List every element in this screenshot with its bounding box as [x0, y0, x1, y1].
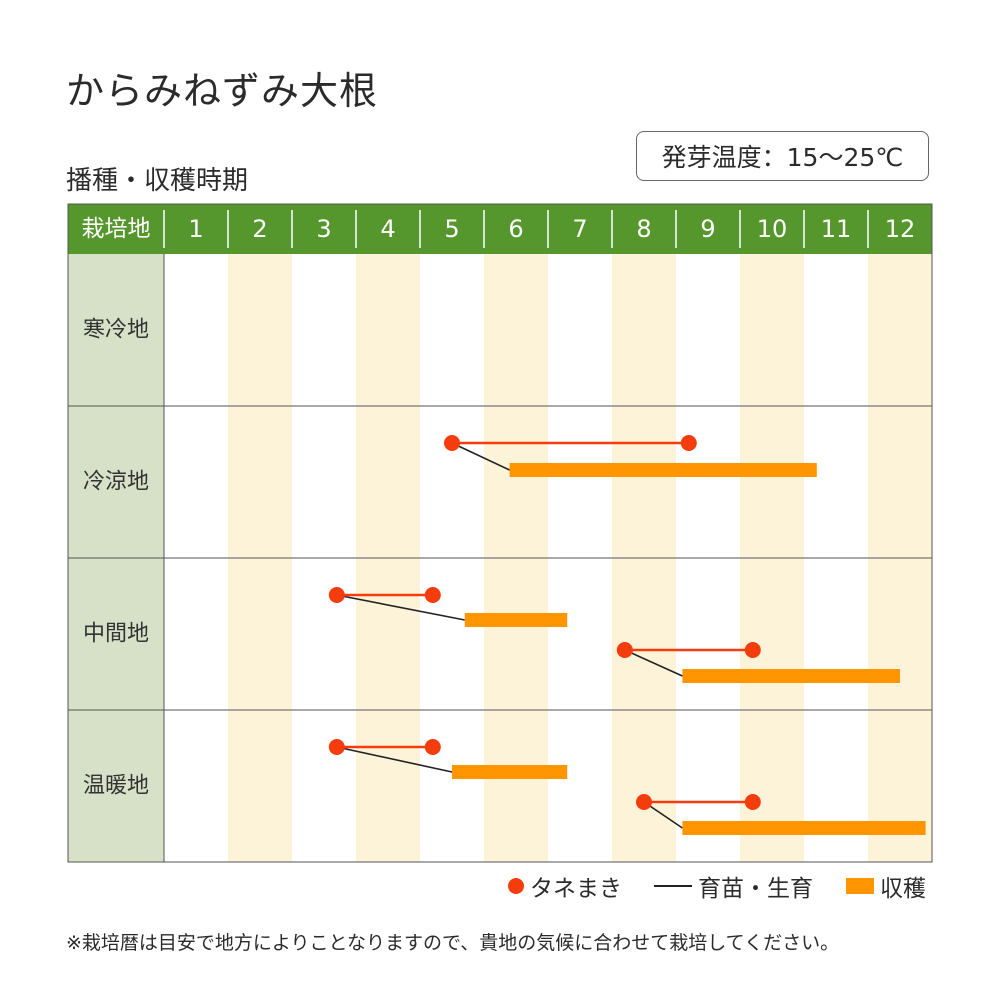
month-label: 2 [252, 215, 267, 243]
row-label: 寒冷地 [83, 318, 149, 343]
month-label: 10 [757, 215, 788, 243]
seedling-line [336, 594, 465, 621]
sowing-dot [680, 435, 697, 451]
sowing-dot [616, 642, 633, 658]
month-label: 6 [508, 215, 523, 243]
legend-harvest: 収穫 [846, 868, 926, 904]
page-title: からみねずみ大根 [66, 69, 379, 113]
red-dot-icon [508, 878, 524, 894]
seedling-line [624, 649, 683, 677]
harvest-bar [452, 765, 568, 779]
germination-temp-box: 発芽温度：15〜25℃ [636, 131, 929, 181]
legend-seedling: 育苗・生育 [654, 868, 813, 904]
month-label: 11 [821, 215, 852, 243]
harvest-bar [682, 821, 926, 835]
month-label: 12 [885, 215, 916, 243]
month-label: 7 [572, 215, 587, 243]
row-label-cell [68, 406, 164, 558]
sowing-dot [328, 739, 345, 755]
row-label: 冷涼地 [83, 470, 149, 495]
legend-sowing: タネまき [508, 868, 622, 904]
month-label: 3 [316, 215, 331, 243]
legend-sowing-label: タネまき [530, 876, 622, 902]
seedling-line [336, 746, 453, 773]
row-label: 中間地 [83, 622, 149, 647]
seedling-line [451, 442, 510, 471]
legend-seedling-label: 育苗・生育 [698, 876, 813, 902]
harvest-bar [464, 613, 568, 627]
header-bar [68, 204, 932, 254]
chart-frame [67, 203, 933, 863]
sowing-dot [424, 739, 441, 755]
black-line-icon [654, 885, 692, 887]
legend-harvest-label: 収穫 [880, 876, 926, 902]
harvest-bar [682, 669, 900, 683]
sowing-dot [328, 587, 345, 603]
row-label: 温暖地 [83, 774, 149, 799]
chart-subtitle: 播種・収穫時期 [66, 166, 249, 196]
sowing-dot [424, 587, 441, 603]
month-label: 4 [380, 215, 395, 243]
row-label-cell [68, 710, 164, 862]
month-label: 5 [444, 215, 459, 243]
sowing-dot [444, 435, 460, 451]
month-label: 8 [636, 215, 651, 243]
row-label-cell [68, 254, 164, 406]
harvest-bar [509, 463, 817, 477]
sowing-dot [636, 794, 652, 810]
orange-bar-icon [846, 878, 874, 894]
cultivation-note: ※栽培暦は目安で地方によりことなりますので、貴地の気候に合わせて栽培してください… [66, 932, 840, 954]
month-label: 9 [700, 215, 715, 243]
month-label: 1 [188, 215, 203, 243]
sowing-dot [744, 642, 761, 658]
sowing-dot [744, 794, 761, 810]
row-label-cell [68, 558, 164, 710]
header-region-label: 栽培地 [82, 216, 151, 242]
chart-legend: タネまき 育苗・生育 収穫 [508, 868, 938, 904]
